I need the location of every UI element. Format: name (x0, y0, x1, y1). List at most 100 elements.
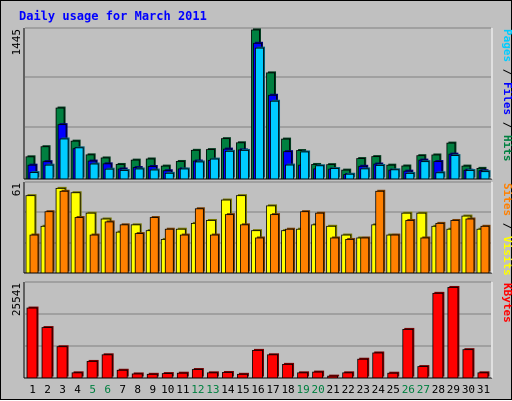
bar (104, 168, 114, 180)
bar-sites-day-25 (390, 233, 401, 274)
bar-shadow (329, 374, 340, 377)
bar-pages-day-9 (149, 168, 160, 180)
panel-kbytes: 25541 KBytes (10, 281, 512, 379)
bar (432, 292, 444, 379)
bar-kbytes-day-22 (342, 371, 355, 379)
legend-kbytes: KBytes (501, 283, 512, 323)
bar (179, 168, 189, 180)
bar (375, 190, 385, 274)
x-tick-label-day-5: 5 (89, 383, 96, 396)
bar-pages-day-12 (194, 160, 205, 180)
bar-pages-day-5 (89, 162, 100, 180)
legend-entry: Files (501, 82, 512, 115)
bar (222, 372, 233, 379)
bar (225, 150, 234, 180)
bar-sites-day-23 (360, 236, 371, 274)
bar (237, 373, 248, 379)
bar (149, 169, 159, 180)
legend-entry: / (501, 115, 512, 135)
bar (420, 237, 430, 274)
bar (465, 170, 475, 180)
y-axis-max-label: 25541 (10, 283, 23, 316)
bar-kbytes-day-10 (161, 372, 174, 379)
bar (285, 228, 294, 274)
bar-sites-day-22 (345, 237, 356, 274)
bar (330, 168, 340, 180)
bar (44, 164, 54, 180)
x-tick-label-day-22: 22 (342, 383, 355, 396)
bar (44, 211, 54, 274)
bar-sites-day-1 (29, 233, 40, 274)
bar-sites-day-2 (44, 210, 55, 274)
bar (240, 150, 249, 180)
y-axis-max-label: 1445 (10, 29, 23, 56)
bar (209, 234, 219, 274)
chart-title: Daily usage for March 2011 (19, 9, 207, 23)
x-tick-label-day-31: 31 (477, 383, 490, 396)
x-tick-label-day-11: 11 (176, 383, 189, 396)
bar (146, 373, 158, 379)
bar (312, 371, 324, 379)
bar (26, 307, 38, 379)
bar-pages-day-4 (74, 146, 85, 180)
x-tick-label-day-9: 9 (149, 383, 156, 396)
bar (74, 217, 84, 274)
x-axis-labels: 1 2 3 4 5 6 7 8 9 10 11 12 13 14 15 16 17 18 19 20 21 22 23 24 2… (29, 383, 490, 396)
bar-pages-day-25 (390, 168, 401, 180)
x-tick-label-day-1: 1 (29, 383, 36, 396)
bar (405, 173, 415, 180)
x-tick-label-day-23: 23 (357, 383, 370, 396)
bar-kbytes-day-23 (357, 357, 370, 379)
bar-kbytes-day-31 (477, 371, 490, 379)
legend-entry: KBytes (501, 283, 512, 323)
bar (357, 358, 369, 379)
bar-pages-day-1 (29, 171, 40, 180)
chart-panels: 1445 Pages / Files / Hits 61 Sites / Visits… (10, 27, 512, 379)
bar (29, 172, 39, 180)
bar (209, 158, 219, 180)
bar (390, 234, 400, 274)
bar-sites-day-21 (330, 236, 341, 274)
bar-kbytes-day-18 (282, 362, 295, 379)
x-tick-label-day-29: 29 (447, 383, 460, 396)
bar (480, 225, 490, 274)
x-tick-label-day-17: 17 (266, 383, 279, 396)
bar-kbytes-day-16 (252, 348, 264, 379)
bar (86, 361, 98, 379)
bar-kbytes-day-27 (417, 365, 430, 379)
bar (194, 208, 204, 274)
bar-kbytes-day-30 (462, 348, 475, 379)
bar (435, 172, 445, 180)
bar-sites-day-27 (420, 236, 431, 274)
bar (345, 239, 355, 274)
x-tick-label-day-19: 19 (296, 383, 309, 396)
bar-kbytes-day-11 (176, 371, 189, 379)
bar-kbytes-day-15 (237, 372, 249, 379)
x-tick-label-day-25: 25 (387, 383, 400, 396)
bar (402, 329, 414, 379)
bar (131, 373, 143, 379)
bar (375, 165, 385, 180)
bar-sites-day-13 (209, 233, 220, 274)
bar-pages-day-30 (465, 169, 476, 180)
bar (477, 372, 489, 379)
bar-sites-day-9 (149, 216, 160, 274)
bar-pages-day-31 (480, 170, 491, 180)
bar (420, 161, 430, 180)
bar-kbytes-day-24 (372, 351, 385, 379)
bar (134, 168, 144, 180)
bar (161, 373, 173, 379)
x-tick-label-day-16: 16 (251, 383, 264, 396)
legend-entry: Visits (501, 236, 512, 276)
bar-kbytes-day-20 (312, 370, 325, 379)
bar-kbytes-day-4 (71, 371, 84, 379)
legend-entry: Pages (501, 29, 512, 62)
bar-pages-day-13 (209, 157, 220, 180)
bar (194, 161, 204, 180)
bar (89, 163, 99, 180)
bar (240, 224, 249, 274)
legend-entry: / (501, 62, 512, 82)
bar (297, 372, 308, 379)
